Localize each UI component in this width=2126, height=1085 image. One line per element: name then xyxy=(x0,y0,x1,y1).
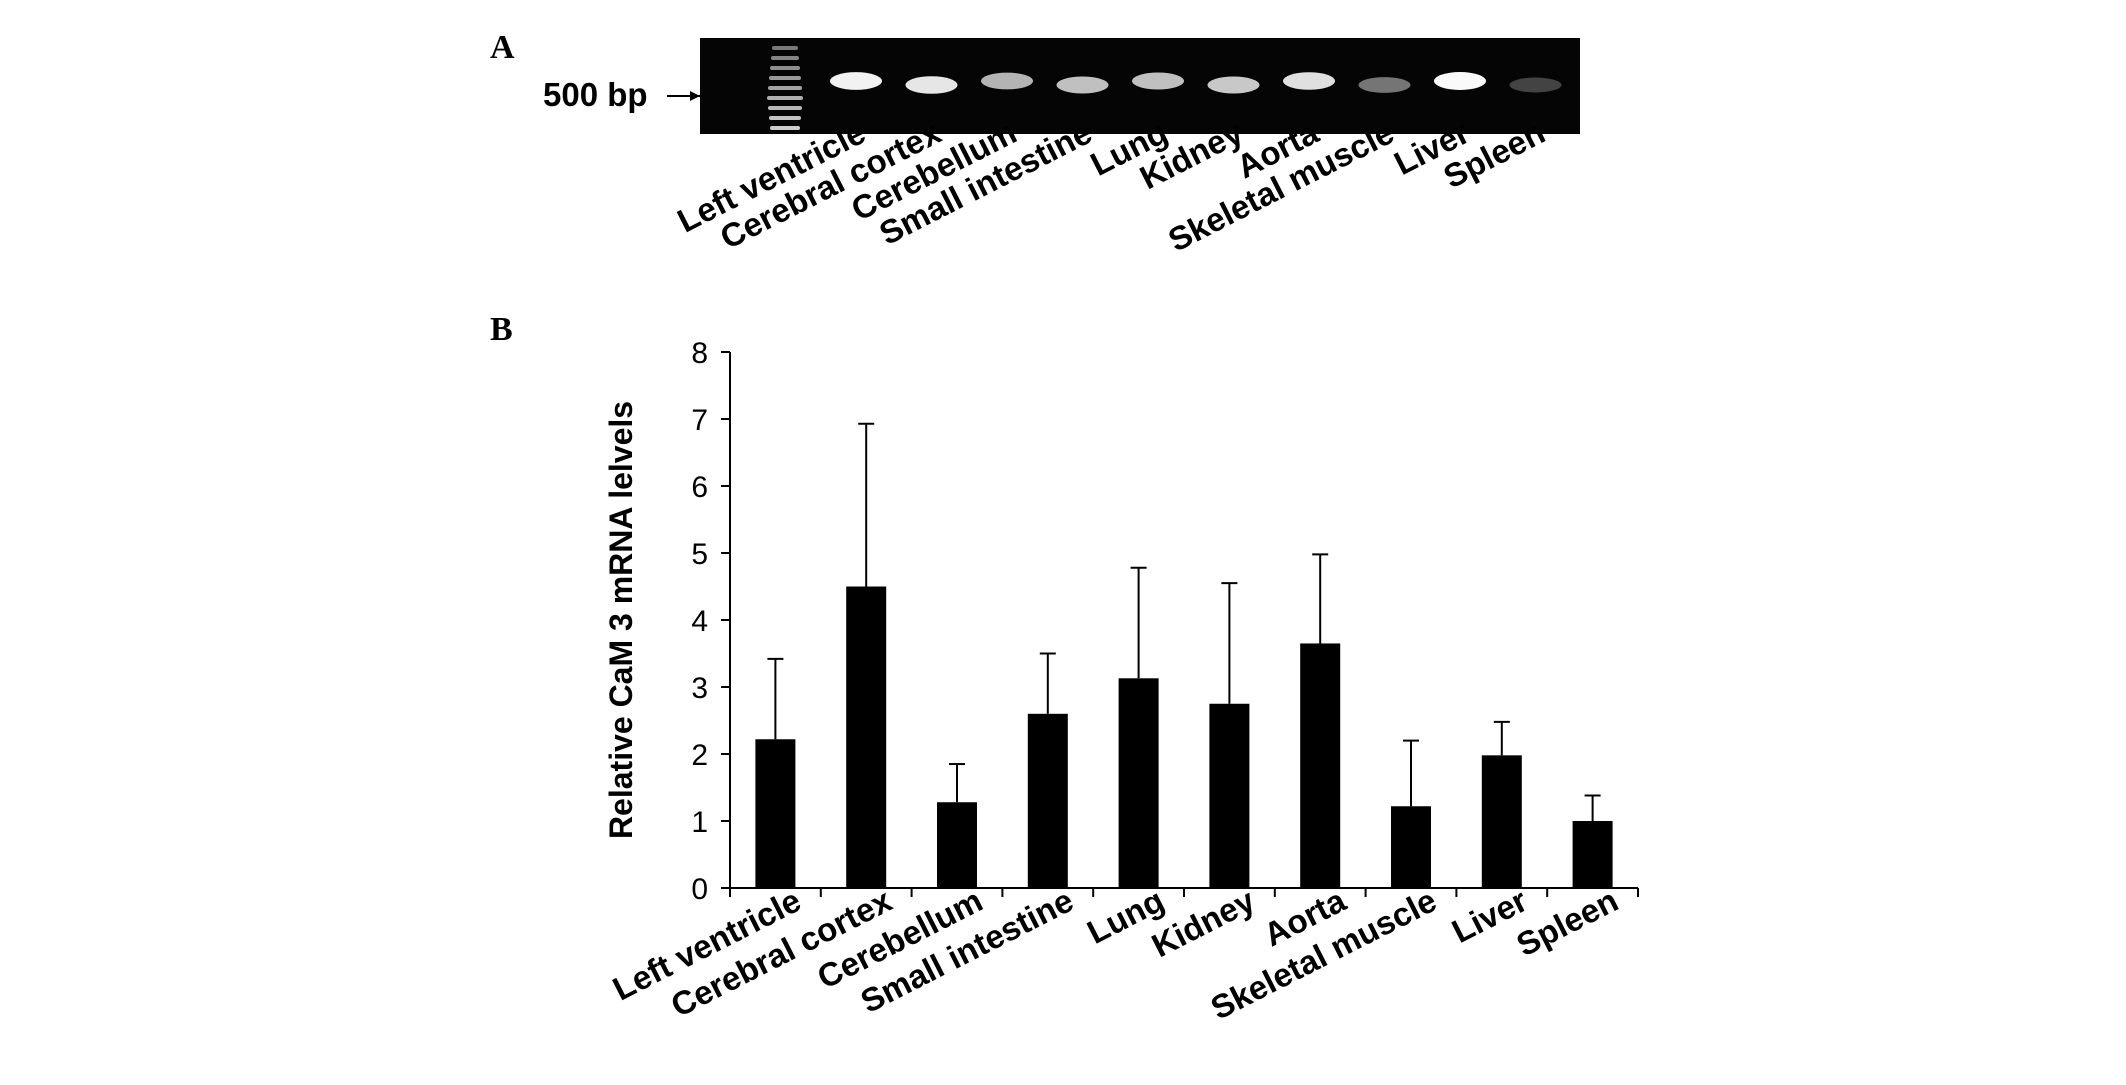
panel-b-label: B xyxy=(490,311,513,348)
ladder-band xyxy=(772,46,798,50)
ladder-band xyxy=(771,56,799,60)
dna-ladder xyxy=(767,46,803,130)
y-tick-label: 8 xyxy=(691,337,708,370)
gel-band-cerebellum xyxy=(981,72,1033,90)
bar-skeletal-muscle xyxy=(1391,806,1431,888)
gel-band-cerebral-cortex xyxy=(905,76,958,94)
bars xyxy=(755,586,1613,888)
marker-label: 500 bp xyxy=(543,76,648,113)
gel-band-aorta xyxy=(1283,72,1335,90)
gel-band-small-intestine xyxy=(1056,76,1109,94)
marker-arrow-head xyxy=(690,91,700,101)
bar-left-ventricle xyxy=(755,739,796,888)
gel-bands xyxy=(830,72,1562,94)
ladder-band xyxy=(767,96,803,100)
y-tick-label: 5 xyxy=(691,538,708,571)
gel-band-spleen xyxy=(1509,77,1562,93)
bar-lung xyxy=(1118,678,1159,888)
gel-band-liver xyxy=(1434,72,1486,90)
bar-liver xyxy=(1481,755,1522,888)
bar-spleen xyxy=(1572,821,1613,888)
gel-band-skeletal-muscle xyxy=(1358,77,1411,93)
ladder-band xyxy=(769,116,801,120)
ladder-band xyxy=(769,76,801,80)
y-tick-label: 0 xyxy=(691,873,708,906)
y-tick-label: 1 xyxy=(691,806,708,839)
y-axis-label: Relative CaM 3 mRNA lelvels xyxy=(603,401,639,839)
gel-band-kidney xyxy=(1207,76,1260,94)
bar-cerebellum xyxy=(937,802,977,888)
x-tick-label-spleen: Spleen xyxy=(1511,881,1624,963)
bar-chart: Relative CaM 3 mRNA lelvels 0 1 2 3 4 5 6 7 8 Le… xyxy=(603,337,1639,1027)
y-ticks: 0 1 2 3 4 5 6 7 8 xyxy=(691,337,730,906)
ladder-band xyxy=(768,106,802,110)
x-tick-label-kidney: Kidney xyxy=(1146,881,1261,964)
ladder-band xyxy=(770,66,800,70)
y-tick-label: 3 xyxy=(691,672,708,705)
panel-a-label: A xyxy=(490,29,515,66)
bar-cerebral-cortex xyxy=(846,586,887,888)
y-tick-label: 2 xyxy=(691,739,708,772)
y-tick-label: 7 xyxy=(691,404,708,437)
bar-small-intestine xyxy=(1027,713,1068,888)
ladder-band xyxy=(768,86,802,90)
x-tick-marks xyxy=(729,888,1639,897)
error-bars xyxy=(767,422,1601,821)
y-tick-label: 4 xyxy=(691,605,708,638)
gel-band-lung xyxy=(1132,72,1184,90)
bar-kidney xyxy=(1209,703,1250,888)
y-tick-label: 6 xyxy=(691,471,708,504)
gel-band-left-ventricle xyxy=(830,72,882,90)
ladder-band xyxy=(770,126,800,130)
gel-image xyxy=(700,38,1580,134)
bar-aorta xyxy=(1300,643,1341,888)
